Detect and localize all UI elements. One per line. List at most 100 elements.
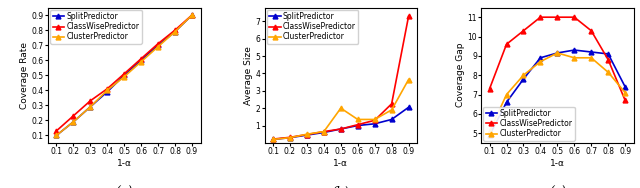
ClusterPredictor: [554, 52, 561, 54]
ClusterPredictor: [588, 57, 595, 59]
SplitPredictor: [502, 101, 510, 103]
SplitPredictor: [337, 128, 344, 130]
ClassWisePredictor: [502, 43, 510, 45]
Text: (b): (b): [332, 186, 349, 188]
Line: SplitPredictor: SplitPredictor: [271, 105, 411, 142]
SplitPredictor: [486, 134, 493, 136]
ClusterPredictor: [404, 78, 412, 81]
ClassWisePredictor: [138, 58, 145, 60]
ClassWisePredictor: [486, 88, 493, 90]
SplitPredictor: [269, 138, 277, 141]
SplitPredictor: [554, 52, 561, 54]
SplitPredictor: [303, 134, 311, 136]
ClassWisePredictor: [354, 124, 362, 126]
SplitPredictor: [588, 51, 595, 53]
ClusterPredictor: [52, 134, 60, 136]
ClusterPredictor: [354, 118, 362, 121]
SplitPredictor: [104, 91, 111, 93]
ClassWisePredictor: [172, 29, 179, 31]
SplitPredictor: [621, 86, 629, 88]
ClusterPredictor: [70, 121, 77, 123]
Legend: SplitPredictor, ClassWisePredictor, ClusterPredictor: SplitPredictor, ClassWisePredictor, Clus…: [267, 10, 358, 44]
ClassWisePredictor: [536, 16, 544, 18]
Line: ClassWisePredictor: ClassWisePredictor: [487, 15, 628, 103]
SplitPredictor: [604, 53, 612, 55]
ClassWisePredictor: [337, 128, 344, 130]
Line: ClusterPredictor: ClusterPredictor: [54, 13, 195, 138]
ClusterPredictor: [486, 130, 493, 132]
ClassWisePredictor: [554, 16, 561, 18]
Line: ClusterPredictor: ClusterPredictor: [487, 51, 628, 134]
SplitPredictor: [570, 49, 578, 51]
Line: ClusterPredictor: ClusterPredictor: [271, 77, 411, 142]
ClusterPredictor: [388, 109, 396, 111]
SplitPredictor: [70, 121, 77, 123]
ClassWisePredictor: [269, 138, 277, 140]
Text: (a): (a): [116, 186, 133, 188]
SplitPredictor: [388, 118, 396, 121]
Line: ClassWisePredictor: ClassWisePredictor: [271, 14, 411, 142]
ClusterPredictor: [502, 93, 510, 96]
ClassWisePredictor: [188, 14, 196, 16]
ClusterPredictor: [172, 30, 179, 33]
X-axis label: 1-α: 1-α: [333, 159, 348, 168]
ClassWisePredictor: [303, 133, 311, 136]
ClusterPredictor: [154, 45, 162, 48]
Line: ClassWisePredictor: ClassWisePredictor: [54, 13, 195, 133]
ClassWisePredictor: [621, 99, 629, 102]
ClusterPredictor: [269, 138, 277, 141]
SplitPredictor: [52, 134, 60, 136]
Y-axis label: Coverage Gap: Coverage Gap: [456, 43, 465, 108]
ClusterPredictor: [371, 118, 378, 121]
ClassWisePredictor: [70, 115, 77, 117]
ClusterPredictor: [621, 92, 629, 94]
X-axis label: 1-α: 1-α: [550, 159, 565, 168]
SplitPredictor: [86, 106, 94, 108]
ClassWisePredictor: [371, 119, 378, 121]
ClusterPredictor: [138, 61, 145, 63]
ClusterPredictor: [337, 107, 344, 109]
ClusterPredictor: [536, 61, 544, 63]
SplitPredictor: [286, 136, 294, 139]
SplitPredictor: [520, 78, 527, 80]
ClusterPredictor: [104, 89, 111, 91]
ClassWisePredictor: [570, 16, 578, 18]
Line: SplitPredictor: SplitPredictor: [54, 13, 195, 138]
SplitPredictor: [154, 44, 162, 46]
ClassWisePredictor: [154, 42, 162, 45]
ClusterPredictor: [120, 76, 128, 78]
SplitPredictor: [120, 74, 128, 76]
SplitPredictor: [354, 124, 362, 127]
ClassWisePredictor: [604, 59, 612, 61]
Legend: SplitPredictor, ClassWisePredictor, ClusterPredictor: SplitPredictor, ClassWisePredictor, Clus…: [483, 107, 575, 141]
ClusterPredictor: [320, 130, 328, 133]
ClassWisePredictor: [520, 30, 527, 32]
SplitPredictor: [320, 131, 328, 134]
X-axis label: 1-α: 1-α: [116, 159, 132, 168]
SplitPredictor: [172, 30, 179, 33]
SplitPredictor: [138, 59, 145, 61]
ClassWisePredictor: [404, 15, 412, 17]
Y-axis label: Average Size: Average Size: [244, 46, 253, 105]
Legend: SplitPredictor, ClassWisePredictor, ClusterPredictor: SplitPredictor, ClassWisePredictor, Clus…: [51, 10, 141, 44]
ClassWisePredictor: [52, 130, 60, 132]
ClassWisePredictor: [86, 100, 94, 102]
Text: (c): (c): [549, 186, 566, 188]
Y-axis label: Coverage Rate: Coverage Rate: [20, 42, 29, 109]
ClassWisePredictor: [588, 30, 595, 32]
ClusterPredictor: [86, 106, 94, 108]
ClassWisePredictor: [104, 88, 111, 90]
ClassWisePredictor: [120, 73, 128, 75]
Line: SplitPredictor: SplitPredictor: [487, 48, 628, 138]
SplitPredictor: [371, 123, 378, 125]
SplitPredictor: [536, 57, 544, 59]
ClusterPredictor: [188, 14, 196, 16]
ClusterPredictor: [303, 133, 311, 135]
SplitPredictor: [188, 14, 196, 16]
ClassWisePredictor: [320, 130, 328, 133]
ClassWisePredictor: [286, 136, 294, 138]
ClusterPredictor: [604, 71, 612, 74]
SplitPredictor: [404, 106, 412, 108]
ClusterPredictor: [286, 136, 294, 139]
ClusterPredictor: [520, 74, 527, 76]
